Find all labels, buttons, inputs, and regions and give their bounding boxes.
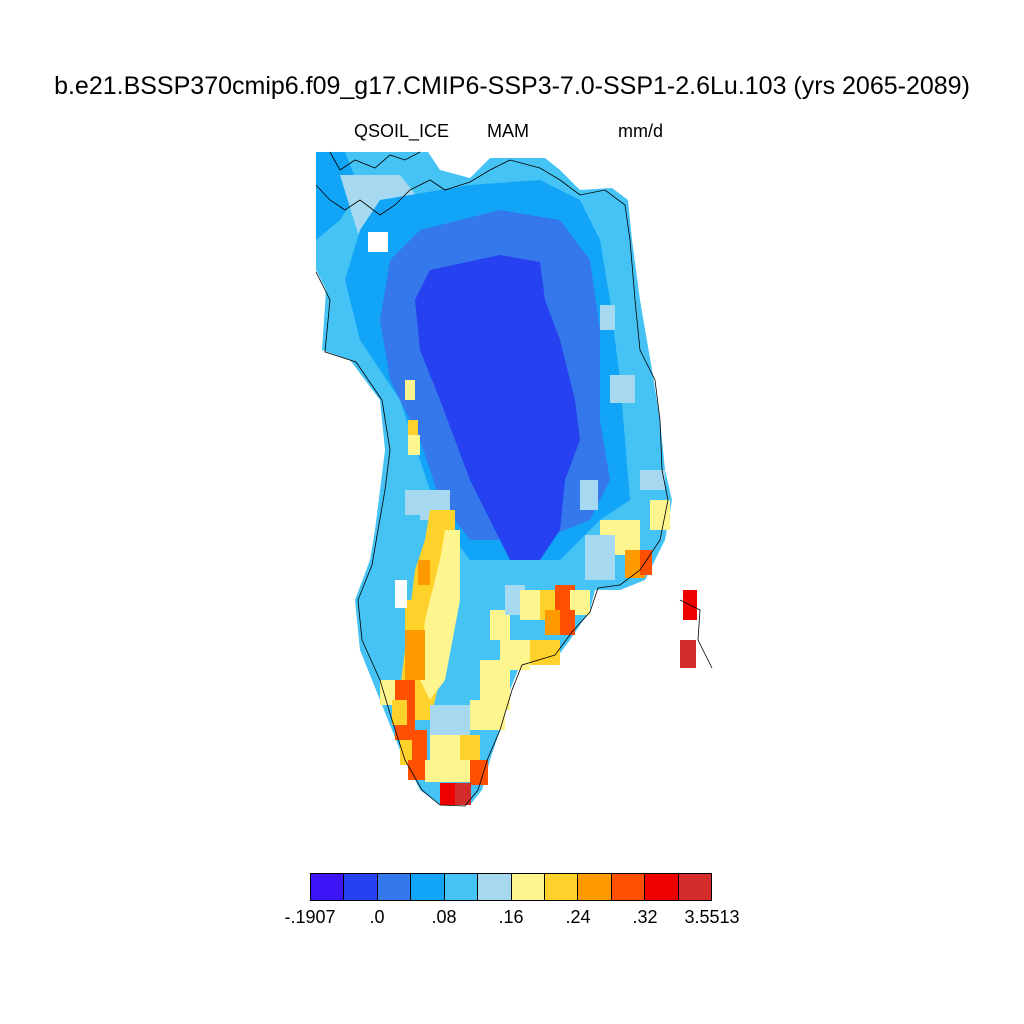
east-yellow-cell bbox=[650, 500, 670, 530]
iceland-darkred-cell bbox=[680, 640, 696, 668]
south-yellow-cell bbox=[425, 760, 470, 782]
southwest-yellow-cell bbox=[380, 680, 395, 705]
northwest-patch bbox=[316, 152, 360, 240]
colorbar-tick-label: .0 bbox=[369, 907, 385, 927]
colorbar-tick-label: .16 bbox=[498, 907, 524, 927]
interior-ice-sheet bbox=[415, 255, 580, 560]
map-cells bbox=[316, 152, 697, 805]
southwest-orange-cell bbox=[392, 700, 407, 725]
northeast-pale-cell bbox=[600, 305, 615, 330]
southwest-darkorange-cell bbox=[405, 630, 425, 680]
figure-title: b.e21.BSSP370cmip6.f09_g17.CMIP6-SSP3-7.… bbox=[54, 72, 970, 100]
southeast-yellow-cell bbox=[570, 590, 590, 615]
colorbar-swatch bbox=[444, 874, 479, 900]
south-red-cell bbox=[470, 760, 488, 785]
colorbar-swatch bbox=[311, 874, 345, 900]
east-red-cell bbox=[640, 550, 652, 575]
south-red-cell bbox=[408, 760, 428, 780]
colorbar-tick-label: .32 bbox=[632, 907, 658, 927]
southeast-red-cell bbox=[560, 610, 575, 635]
south-orange-cell bbox=[460, 735, 480, 760]
northeast-pale-cell bbox=[610, 375, 635, 403]
map-gap bbox=[395, 580, 407, 608]
variable-label: QSOIL_ICE bbox=[354, 121, 450, 141]
east-pale-cell bbox=[585, 535, 615, 580]
colorbar-swatch bbox=[478, 874, 512, 900]
southern-tip-darkred-cell bbox=[455, 783, 471, 805]
east-pale-cell bbox=[640, 470, 665, 490]
colorbar-tick-label: .08 bbox=[431, 907, 457, 927]
colorbar-swatch bbox=[611, 874, 646, 900]
southwest-darkorange-cell bbox=[418, 560, 430, 585]
colorbar-tick-label: .24 bbox=[565, 907, 591, 927]
colorbar-swatch bbox=[544, 874, 579, 900]
southeast-darkorange-cell bbox=[545, 610, 560, 635]
season-label: MAM bbox=[487, 121, 529, 141]
southeast-yellow-cell bbox=[470, 700, 505, 730]
colorbar-tick-label: 3.5513 bbox=[684, 907, 740, 927]
coastline-segment bbox=[315, 159, 669, 807]
coastline bbox=[315, 151, 713, 807]
colorbar-swatch bbox=[377, 874, 412, 900]
map-gap bbox=[368, 232, 388, 252]
west-pale-cell bbox=[405, 490, 420, 515]
colorbar bbox=[310, 873, 712, 901]
coastline-segment bbox=[329, 151, 421, 171]
colorbar-swatch bbox=[411, 874, 445, 900]
colorbar-swatch bbox=[645, 874, 679, 900]
coastline-segment bbox=[679, 599, 713, 669]
colorbar-swatch bbox=[511, 874, 545, 900]
units-label: mm/d bbox=[618, 121, 663, 141]
colorbar-swatch bbox=[578, 874, 612, 900]
colorbar-swatch bbox=[344, 874, 378, 900]
south-red-cell bbox=[412, 730, 427, 760]
southwest-orange-cell bbox=[405, 600, 420, 630]
southeast-yellow-cell bbox=[520, 590, 540, 620]
southeast-yellow-cell bbox=[490, 610, 510, 640]
colorbar-tick-label: -.1907 bbox=[284, 907, 336, 927]
east-pale-cell bbox=[580, 480, 598, 510]
southwest-yellow-band bbox=[420, 530, 460, 700]
south-pale-cell bbox=[430, 705, 470, 735]
west-yellow-cell bbox=[408, 435, 420, 455]
west-yellow-cell bbox=[405, 380, 415, 400]
colorbar-swatch bbox=[678, 874, 712, 900]
west-orange-cell bbox=[408, 420, 418, 440]
